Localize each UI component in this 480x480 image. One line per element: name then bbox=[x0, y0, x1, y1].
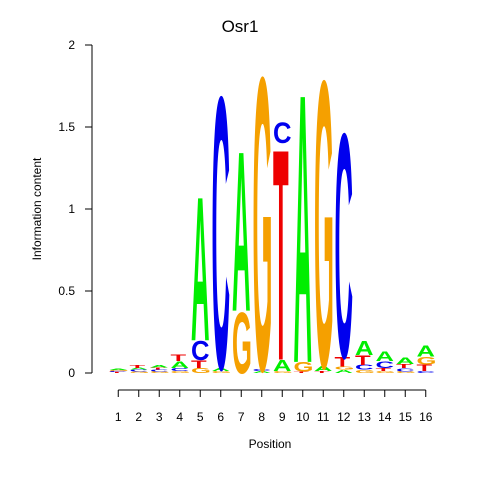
logo-letter-a: A bbox=[232, 103, 251, 360]
x-tick-label: 11 bbox=[317, 410, 330, 424]
chart-title: Osr1 bbox=[222, 17, 259, 36]
logo-letter-g: G bbox=[253, 0, 273, 458]
logo-letter-g: G bbox=[171, 371, 191, 374]
logo-letter-g: G bbox=[232, 294, 252, 392]
logo-letter-t: T bbox=[273, 88, 289, 425]
logo-letter-t: T bbox=[335, 354, 351, 369]
logo-letter-a: A bbox=[314, 365, 333, 373]
x-tick-label: 14 bbox=[378, 410, 392, 424]
logo-letter-c: C bbox=[273, 116, 292, 149]
logo-letter-g: G bbox=[273, 371, 293, 374]
x-tick-label: 9 bbox=[279, 410, 286, 424]
logo-letter-a: A bbox=[335, 369, 353, 374]
logo-letter-g: G bbox=[109, 370, 129, 372]
x-tick-label: 2 bbox=[135, 410, 142, 424]
logo-letter-g: G bbox=[212, 371, 232, 374]
logo-letter-g: G bbox=[396, 371, 416, 374]
logo-letter-c: C bbox=[191, 335, 210, 366]
logo-letter-c: C bbox=[376, 360, 395, 370]
logo-letter-c: C bbox=[130, 369, 149, 372]
logo-letter-g: G bbox=[417, 355, 437, 368]
logo-letter-t: T bbox=[417, 363, 433, 373]
logo-letter-a: A bbox=[150, 364, 169, 368]
y-tick-label: 0.5 bbox=[58, 284, 75, 298]
logo-letter-a: A bbox=[212, 367, 230, 372]
logo-letter-a: A bbox=[417, 342, 436, 360]
logo-letter-t: T bbox=[171, 354, 187, 364]
x-tick-label: 5 bbox=[197, 410, 204, 424]
logo-letter-g: G bbox=[335, 365, 355, 370]
logo-letter-t: T bbox=[109, 372, 125, 374]
logo-letter-c: C bbox=[355, 363, 374, 371]
logo-letter-c: C bbox=[253, 369, 272, 372]
x-tick-label: 8 bbox=[258, 410, 265, 424]
logo-letter-a: A bbox=[355, 336, 374, 359]
logo-letter-t: T bbox=[355, 353, 371, 368]
logo-letter-c: C bbox=[212, 16, 231, 451]
logo-letter-a: A bbox=[376, 349, 395, 364]
logo-letter-a: A bbox=[109, 369, 127, 371]
logo-letter-a: A bbox=[171, 360, 190, 370]
x-tick-label: 16 bbox=[419, 410, 433, 424]
logo-letter-t: T bbox=[191, 358, 207, 371]
x-axis-label: Position bbox=[249, 437, 292, 451]
logo-letter-g: G bbox=[294, 360, 314, 375]
x-tick-label: 6 bbox=[217, 410, 224, 424]
logo-letter-a: A bbox=[130, 367, 149, 370]
logo-letter-c: C bbox=[396, 367, 414, 372]
logo-letter-c: C bbox=[171, 367, 189, 372]
logo-letter-c: C bbox=[417, 371, 436, 374]
logo-letter-a: A bbox=[396, 356, 415, 366]
logo-letter-g: G bbox=[355, 369, 375, 374]
x-tick-label: 3 bbox=[156, 410, 163, 424]
x-tick-label: 15 bbox=[399, 410, 413, 424]
logo-letter-c: C bbox=[150, 369, 169, 372]
x-tick-label: 7 bbox=[238, 410, 245, 424]
y-tick-label: 1 bbox=[68, 202, 75, 216]
logo-letter-t: T bbox=[130, 364, 147, 369]
logo-letter-t: T bbox=[294, 371, 310, 373]
y-tick-label: 1.5 bbox=[58, 120, 75, 134]
logo-letter-c: C bbox=[109, 371, 127, 373]
x-axis: 1 2 3 4 5 6 7 8 9 10 11 12 13 14 15 16 bbox=[115, 389, 433, 424]
y-axis-label: Information content bbox=[30, 157, 44, 260]
logo-letter-g: G bbox=[376, 371, 396, 374]
logo-letter-a: A bbox=[191, 155, 210, 385]
x-tick-label: 1 bbox=[115, 410, 122, 424]
logo-letter-a: A bbox=[273, 357, 292, 375]
logo-letter-g: G bbox=[130, 371, 150, 373]
logo-letter-t: T bbox=[396, 363, 413, 369]
y-tick-label: 2 bbox=[68, 38, 75, 52]
y-axis: 0 0.5 1 1.5 2 bbox=[58, 38, 93, 380]
x-tick-label: 10 bbox=[296, 410, 310, 424]
logo-letter-g: G bbox=[314, 0, 334, 454]
logo-letter-t: T bbox=[376, 367, 393, 372]
logo-letter-a: A bbox=[253, 371, 272, 374]
x-tick-label: 12 bbox=[337, 410, 351, 424]
logo-letter-g: G bbox=[191, 367, 211, 375]
logo-letter-a: A bbox=[294, 13, 313, 443]
x-tick-label: 13 bbox=[358, 410, 372, 424]
x-tick-label: 4 bbox=[176, 410, 183, 424]
logo-letter-g: G bbox=[150, 371, 170, 374]
y-tick-label: 0 bbox=[68, 366, 75, 380]
logo-letter-c: C bbox=[335, 68, 354, 426]
logo-letter-t: T bbox=[314, 371, 330, 374]
logo-letter-t: T bbox=[150, 367, 166, 370]
